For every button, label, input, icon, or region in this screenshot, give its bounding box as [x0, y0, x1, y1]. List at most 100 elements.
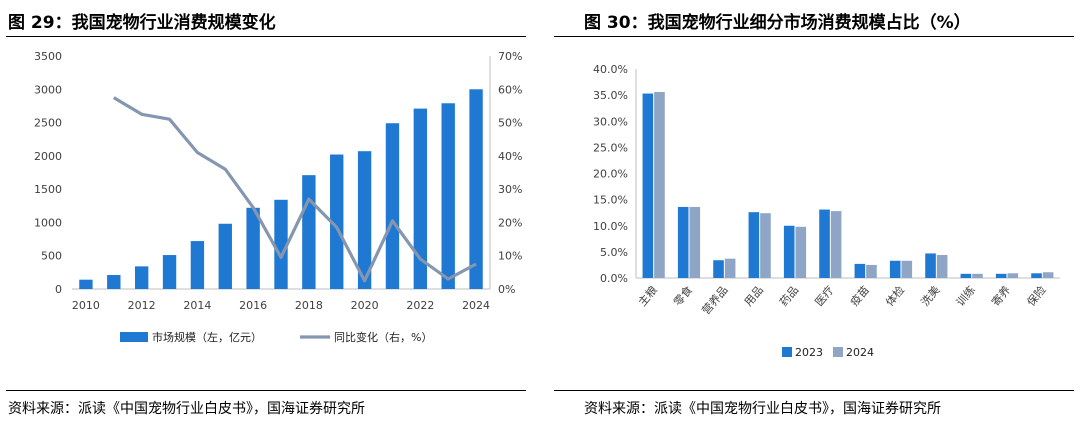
market-size-bar [330, 154, 344, 289]
y-tick-label: 20.0% [593, 168, 628, 181]
right-bottom-rule [554, 390, 1074, 391]
category-label: 主粮 [635, 283, 660, 309]
category-label: 体检 [882, 283, 907, 309]
y-tick-label: 25.0% [593, 141, 628, 154]
y-tick-label: 15.0% [593, 194, 628, 207]
left-y-tick-label: 3000 [34, 83, 62, 96]
share-bar-2024 [866, 264, 877, 278]
left-source-note: 资料来源：派读《中国宠物行业白皮书》，国海证券研究所 [8, 401, 365, 417]
share-bar-2023 [783, 225, 795, 278]
share-bar-2024 [689, 206, 701, 278]
market-size-bar [162, 255, 177, 289]
x-tick-label: 2016 [239, 299, 267, 312]
share-bar-2023 [1031, 273, 1042, 278]
market-size-bar [469, 89, 483, 290]
legend-bar-swatch [120, 332, 148, 342]
market-size-bar [357, 151, 372, 289]
x-tick-label: 2012 [128, 299, 156, 312]
category-label: 寄养 [988, 283, 1013, 309]
market-size-bar [246, 207, 260, 289]
left-top-rule [6, 36, 526, 37]
legend-2024-label: 2024 [846, 346, 874, 359]
left-y-tick-label: 2500 [34, 117, 62, 130]
x-tick-label: 2024 [462, 299, 490, 312]
share-bar-2024 [654, 91, 665, 279]
market-size-bar [413, 108, 428, 289]
category-label: 洗美 [919, 284, 943, 309]
right-y-tick-label: 60% [498, 83, 522, 96]
share-bar-2023 [889, 260, 901, 278]
legend-2023-label: 2023 [795, 346, 823, 359]
market-size-bar [274, 199, 288, 289]
right-top-rule [554, 36, 1074, 37]
left-y-tick-label: 1000 [34, 216, 62, 229]
category-label: 训练 [953, 283, 978, 309]
x-tick-label: 2010 [72, 299, 100, 312]
share-bar-2023 [960, 273, 972, 278]
right-y-tick-label: 20% [498, 216, 522, 229]
right-figure-panel: 图 30：我国宠物行业细分市场消费规模占比（%） 0.0% 5.0% 10.0% 15… [548, 0, 1080, 427]
right-source-note: 资料来源：派读《中国宠物行业白皮书》，国海证券研究所 [584, 401, 941, 417]
x-tick-label: 2022 [406, 299, 434, 312]
market-size-bar [441, 103, 455, 289]
share-bar-2024 [795, 226, 807, 278]
legend-bar-label: 市场规模（左，亿元） [152, 330, 262, 344]
market-size-bar [107, 275, 121, 289]
share-bar-2024 [972, 273, 983, 278]
share-bar-2023 [677, 206, 689, 278]
share-bar-2024 [760, 213, 771, 278]
left-y-tick-label: 1500 [34, 183, 62, 196]
market-size-bar [190, 241, 205, 289]
legend-2024-swatch [833, 347, 843, 357]
left-y-tick-label: 3500 [34, 50, 62, 63]
segment-share-chart: 0.0% 5.0% 10.0% 15.0% 20.0% 25.0% 30.0% 35.0% 40… [593, 63, 1060, 359]
y-tick-label: 5.0% [600, 246, 628, 259]
category-label: 保险 [1024, 283, 1049, 309]
market-size-bar [385, 123, 400, 289]
market-size-bar [302, 175, 316, 289]
left-y-tick-label: 500 [41, 250, 62, 263]
y-tick-label: 40.0% [593, 63, 628, 76]
category-label: 零食 [670, 283, 695, 309]
y-tick-label: 30.0% [593, 115, 628, 128]
share-bar-2024 [724, 258, 736, 278]
category-label: 疫苗 [847, 283, 872, 309]
left-y-tick-label: 2000 [34, 150, 62, 163]
y-tick-label: 10.0% [593, 220, 628, 233]
right-y-tick-label: 70% [498, 50, 522, 63]
category-label: 药品 [777, 284, 801, 309]
right-y-tick-label: 30% [498, 183, 522, 196]
x-tick-label: 2020 [351, 299, 379, 312]
share-bar-2024 [1042, 272, 1054, 278]
legend-line-label: 同比变化（右，%） [334, 330, 432, 344]
market-size-chart: 0 500 1000 1500 2000 2500 3000 3500 0% 10% 20% 30% 4… [34, 50, 522, 344]
right-y-tick-label: 50% [498, 117, 522, 130]
market-size-bar [218, 223, 232, 289]
right-y-tick-label: 10% [498, 250, 522, 263]
share-bar-2024 [901, 260, 913, 278]
left-y-tick-label: 0 [55, 283, 62, 296]
y-tick-label: 0.0% [600, 272, 628, 285]
right-y-tick-label: 0% [498, 283, 515, 296]
x-tick-label: 2014 [183, 299, 211, 312]
market-size-bar [134, 266, 149, 289]
share-bar-2024 [830, 211, 842, 278]
market-size-bar [79, 279, 93, 289]
category-label: 用品 [742, 284, 766, 309]
yoy-change-line [112, 96, 477, 283]
share-bar-2023 [819, 209, 830, 278]
legend-2023-swatch [782, 347, 792, 357]
y-tick-label: 35.0% [593, 89, 628, 102]
share-bar-2023 [995, 273, 1007, 278]
right-y-tick-label: 40% [498, 150, 522, 163]
share-bar-2023 [748, 212, 760, 278]
share-bar-2023 [925, 253, 936, 278]
share-bar-2023 [854, 263, 866, 278]
left-bottom-rule [6, 390, 526, 391]
category-label: 营养品 [699, 283, 731, 317]
share-bar-2023 [713, 260, 724, 278]
right-figure-title: 图 30：我国宠物行业细分市场消费规模占比（%） [584, 13, 971, 33]
left-figure-panel: 图 29：我国宠物行业消费规模变化 0 500 1000 1500 2000 2500 30… [0, 0, 532, 427]
category-label: 医疗 [812, 283, 837, 309]
share-bar-2024 [1007, 273, 1019, 278]
